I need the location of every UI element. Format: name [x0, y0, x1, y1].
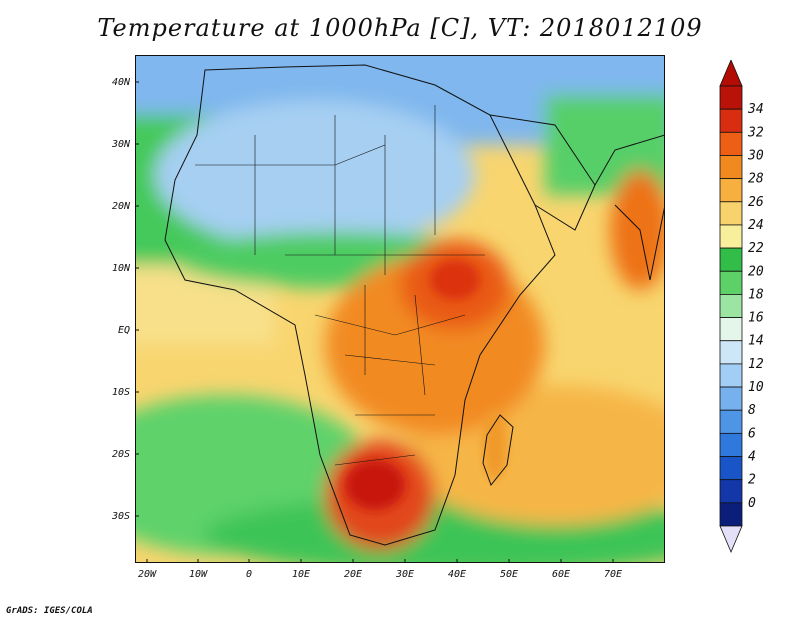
- map-title: Temperature at 1000hPa [C], VT: 20180121…: [97, 14, 703, 42]
- lat-label-eq: EQ: [117, 325, 130, 336]
- colorbar-label: 6: [748, 426, 756, 441]
- credit-label: GrADS: IGES/COLA: [6, 606, 93, 616]
- colorbar-above-arrow: [719, 60, 743, 87]
- lat-label-30n: 30N: [111, 139, 130, 150]
- colorbar-bin: [719, 131, 743, 156]
- colorbar-bin: [719, 363, 743, 388]
- colorbar-bin: [719, 85, 743, 110]
- colorbar-label: 12: [748, 357, 764, 372]
- axis-ticks: [135, 81, 614, 563]
- colorbar-label: 8: [748, 403, 756, 418]
- colorbar-label: 34: [747, 102, 764, 117]
- colorbar-label: 0: [748, 496, 756, 511]
- colorbar-bin: [719, 432, 743, 457]
- madagascar-outline: [482, 414, 514, 487]
- colorbar-label: 32: [747, 125, 764, 140]
- colorbar-label: 24: [748, 218, 764, 233]
- lon-label-0: 0: [245, 569, 253, 580]
- lon-label-50e: 50E: [499, 569, 519, 580]
- lon-label-30e: 30E: [395, 569, 415, 580]
- colorbar-label: 2: [748, 473, 756, 488]
- colorbar-label: 18: [748, 287, 764, 302]
- colorbar-label: 30: [747, 148, 764, 163]
- colorbar-bin: [719, 224, 743, 249]
- lon-label-10e: 10E: [291, 569, 311, 580]
- map-frame: [135, 55, 665, 563]
- lon-label-70e: 70E: [603, 569, 623, 580]
- colorbar-bin: [719, 201, 743, 226]
- lat-label-20s: 20S: [111, 449, 130, 460]
- ethiopia-peak: [430, 260, 480, 300]
- temperature-map: [135, 55, 665, 563]
- kalahari-peak: [345, 460, 405, 510]
- africa-coastline: [164, 64, 556, 546]
- colorbar-label: 4: [748, 450, 756, 465]
- colorbar-bin: [719, 294, 743, 318]
- sahara-cool: [155, 100, 475, 250]
- colorbar-label: 20: [748, 264, 764, 279]
- colorbar-bin: [719, 456, 743, 481]
- colorbar-bin: [719, 317, 743, 342]
- colorbar-bin: [719, 178, 743, 203]
- colorbar-bin: [719, 108, 743, 133]
- lat-label-20n: 20N: [111, 201, 130, 212]
- colorbar-label: 10: [748, 380, 764, 395]
- lon-label-40e: 40E: [447, 569, 467, 580]
- colorbar-label: 22: [748, 241, 764, 256]
- lon-label-20e: 20E: [343, 569, 363, 580]
- colorbar-bin: [719, 340, 743, 365]
- colorbar-label: 26: [748, 195, 764, 210]
- border-lines: [195, 105, 485, 466]
- colorbar-label: 16: [748, 311, 764, 326]
- lon-label-10w: 10W: [188, 569, 208, 580]
- colorbar-label: 14: [748, 334, 764, 349]
- lat-label-10s: 10S: [111, 387, 130, 398]
- lon-label-20w: 20W: [137, 569, 157, 580]
- lat-label-30s: 30S: [111, 511, 130, 522]
- colorbar-bin: [719, 479, 743, 504]
- lat-label-10n: 10N: [111, 263, 130, 274]
- arabia-india-outline: [489, 114, 665, 281]
- colorbar-bin: [719, 386, 743, 411]
- lat-label-40n: 40N: [111, 77, 130, 88]
- lon-label-60e: 60E: [551, 569, 571, 580]
- colorbar-label: 28: [748, 172, 764, 187]
- colorbar-bin: [719, 155, 743, 180]
- colorbar-bin: [719, 409, 743, 434]
- india-hot: [610, 170, 665, 290]
- colorbar-below-arrow: [719, 525, 743, 554]
- colorbar-bin: [719, 247, 743, 272]
- colorbar-bin: [719, 502, 743, 527]
- colorbar-bin: [719, 270, 743, 295]
- madagascar-warm: [483, 410, 507, 480]
